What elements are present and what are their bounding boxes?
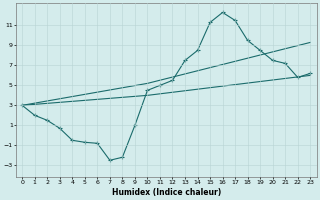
X-axis label: Humidex (Indice chaleur): Humidex (Indice chaleur) bbox=[112, 188, 221, 197]
